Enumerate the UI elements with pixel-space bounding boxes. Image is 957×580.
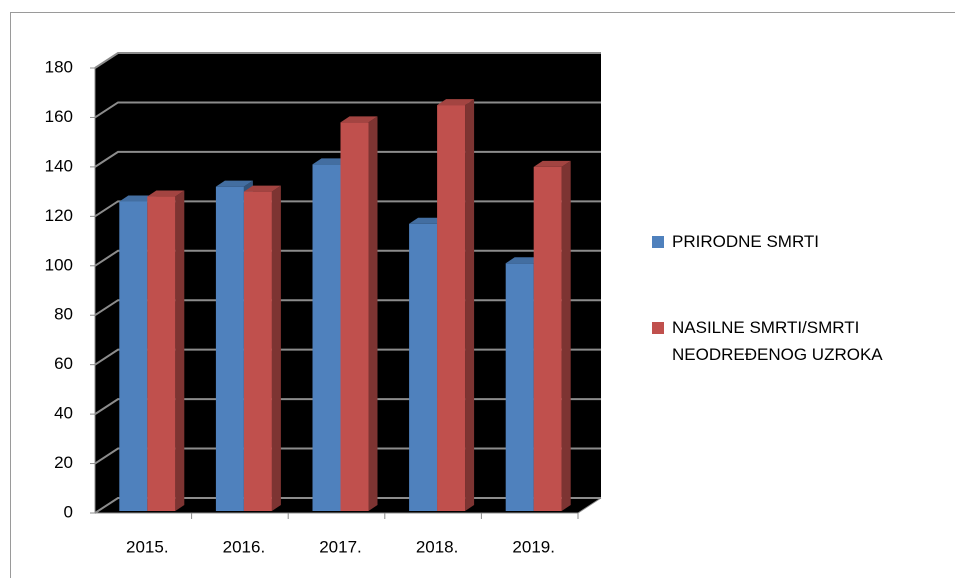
bar-side (465, 99, 475, 511)
bar (533, 166, 562, 511)
legend-swatch (652, 322, 664, 334)
bar (340, 122, 369, 511)
chart-frame (10, 12, 955, 578)
x-tick-label: 2017. (319, 537, 362, 556)
bar (215, 186, 244, 511)
legend-swatch (652, 236, 664, 248)
bar (505, 263, 534, 511)
bar-top (409, 217, 447, 224)
bar-top (215, 180, 253, 187)
y-tick-label: 180 (45, 57, 73, 76)
bar-top (437, 99, 475, 106)
y-tick-label: 120 (45, 206, 73, 225)
bar-side (368, 116, 378, 511)
bar (243, 191, 272, 511)
legend-item: NASILNE SMRTI/SMRTI NEODREĐENOG UZROKA (652, 314, 897, 368)
bar (119, 201, 148, 511)
bar (312, 164, 341, 511)
bar-side (561, 160, 571, 511)
bar (409, 223, 438, 511)
y-tick-label: 60 (54, 354, 73, 373)
bar-top (119, 195, 157, 202)
bar-top (505, 257, 543, 264)
bar-side (175, 190, 185, 512)
bar (437, 105, 466, 511)
y-tick-label: 20 (54, 453, 73, 472)
x-tick-label: 2016. (223, 537, 266, 556)
bar-top (147, 190, 185, 197)
grid-line (94, 101, 601, 119)
y-tick-label: 100 (45, 255, 73, 274)
x-tick-label: 2019. (512, 537, 555, 556)
x-tick-label: 2018. (416, 537, 459, 556)
bar-top (312, 158, 350, 165)
y-tick-label: 0 (64, 502, 73, 521)
grid-line (94, 52, 601, 69)
bar-top (533, 160, 571, 167)
x-tick-label: 2015. (126, 537, 169, 556)
bar-top (243, 185, 281, 192)
bar (147, 196, 176, 512)
legend-label: NASILNE SMRTI/SMRTI NEODREĐENOG UZROKA (672, 318, 883, 364)
y-tick-label: 80 (54, 305, 73, 324)
y-tick-label: 140 (45, 156, 73, 175)
legend-item: PRIRODNE SMRTI (652, 228, 897, 255)
bar-top (340, 116, 378, 123)
bar-side (271, 185, 281, 511)
legend-label: PRIRODNE SMRTI (672, 232, 820, 251)
y-tick-label: 40 (54, 404, 73, 423)
y-tick-label: 160 (45, 107, 73, 126)
